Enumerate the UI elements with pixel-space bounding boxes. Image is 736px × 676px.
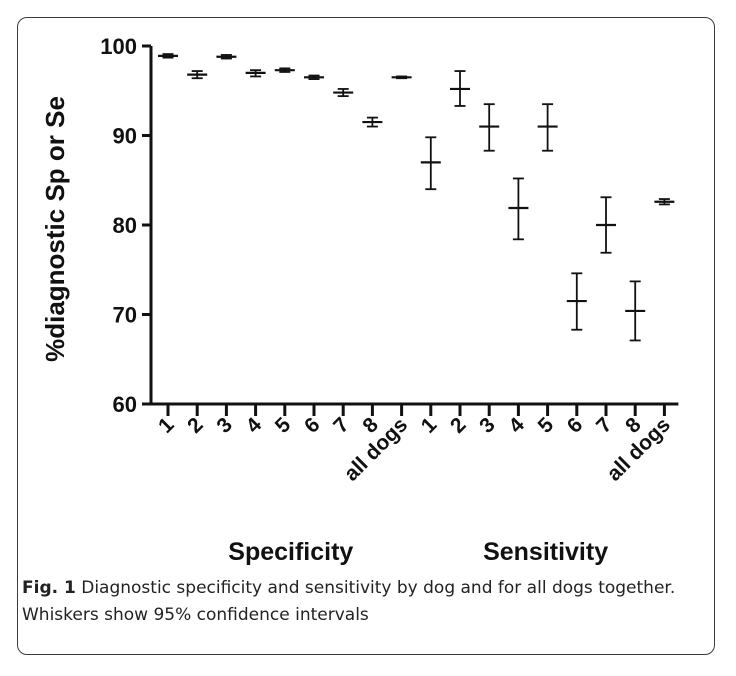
y-tick-label: 90	[113, 124, 137, 149]
caption-label: Fig. 1	[22, 578, 76, 598]
x-tick-label: 7	[592, 413, 617, 438]
y-tick-label: 100	[100, 34, 137, 59]
x-tick-label: 6	[300, 413, 325, 438]
x-tick-label: 5	[534, 413, 559, 438]
x-tick-label: 3	[475, 413, 500, 438]
group-label-specificity: Specificity	[228, 538, 353, 566]
x-tick-label: 5	[271, 413, 296, 438]
x-tick-label: 1	[154, 413, 179, 438]
x-tick-label: 1	[417, 413, 442, 438]
y-axis-title: %diagnostic Sp or Se	[40, 96, 70, 362]
x-tick-label: 2	[183, 413, 208, 438]
x-tick-label: 3	[212, 413, 237, 438]
group-label-sensitivity: Sensitivity	[483, 538, 608, 566]
x-tick-label: 6	[563, 413, 588, 438]
y-tick-label: 70	[113, 303, 137, 328]
caption-text: Diagnostic specificity and sensitivity b…	[22, 578, 676, 625]
y-tick-label: 60	[113, 392, 137, 417]
figure-frame	[17, 17, 715, 655]
y-tick-label: 80	[113, 213, 137, 238]
x-tick-label: 4	[242, 413, 267, 438]
x-tick-label: 2	[446, 413, 471, 438]
x-tick-label: 4	[504, 413, 529, 438]
figure-caption: Fig. 1 Diagnostic specificity and sensit…	[22, 575, 702, 629]
x-tick-label: 7	[329, 413, 354, 438]
